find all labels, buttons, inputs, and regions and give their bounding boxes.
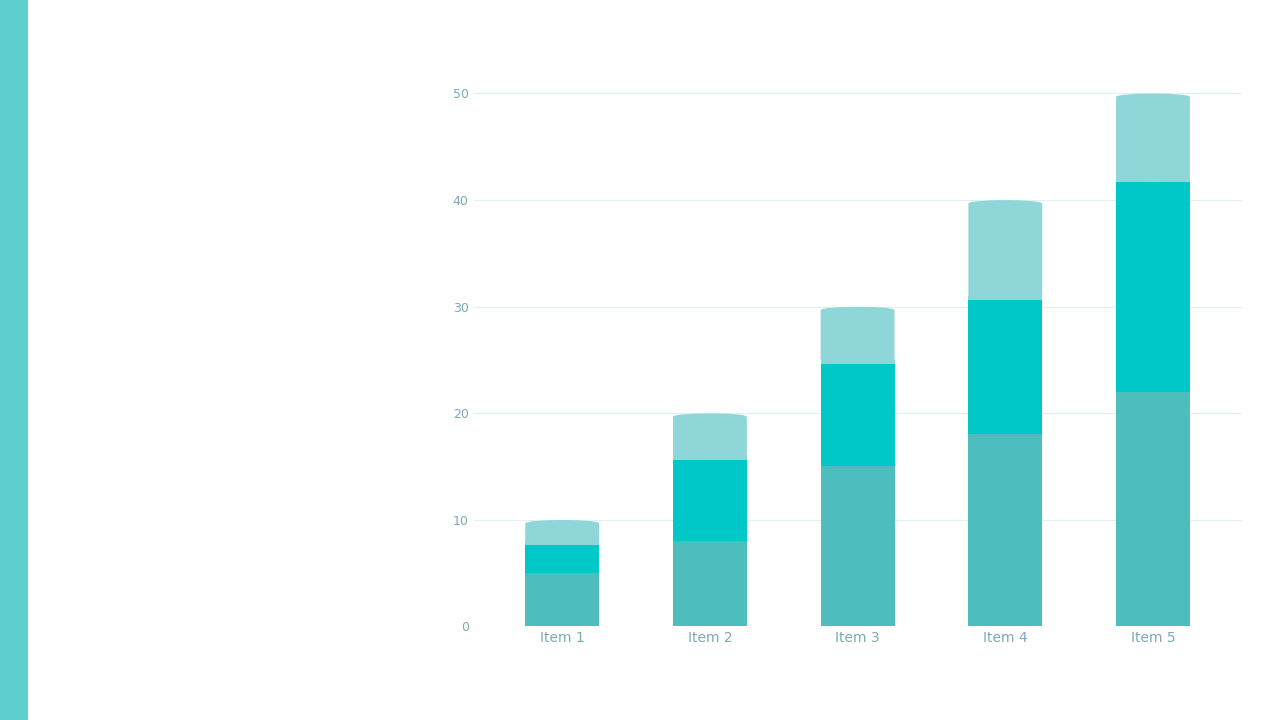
FancyBboxPatch shape xyxy=(969,296,1042,434)
FancyBboxPatch shape xyxy=(969,200,1042,300)
FancyBboxPatch shape xyxy=(525,541,599,545)
FancyBboxPatch shape xyxy=(673,456,746,459)
FancyBboxPatch shape xyxy=(673,456,746,459)
FancyBboxPatch shape xyxy=(969,296,1042,300)
FancyBboxPatch shape xyxy=(820,360,895,467)
FancyBboxPatch shape xyxy=(525,541,599,545)
FancyBboxPatch shape xyxy=(1116,392,1190,626)
FancyBboxPatch shape xyxy=(969,296,1042,300)
FancyBboxPatch shape xyxy=(1116,94,1190,182)
FancyBboxPatch shape xyxy=(820,360,895,364)
FancyBboxPatch shape xyxy=(969,434,1042,626)
FancyBboxPatch shape xyxy=(820,307,895,364)
FancyBboxPatch shape xyxy=(673,413,746,459)
FancyBboxPatch shape xyxy=(1116,179,1190,392)
FancyBboxPatch shape xyxy=(820,467,895,626)
FancyBboxPatch shape xyxy=(673,456,746,541)
FancyBboxPatch shape xyxy=(673,541,746,626)
FancyBboxPatch shape xyxy=(1116,179,1190,182)
FancyBboxPatch shape xyxy=(525,520,599,545)
FancyBboxPatch shape xyxy=(1116,179,1190,182)
FancyBboxPatch shape xyxy=(525,573,599,626)
FancyBboxPatch shape xyxy=(820,360,895,364)
FancyBboxPatch shape xyxy=(525,541,599,573)
